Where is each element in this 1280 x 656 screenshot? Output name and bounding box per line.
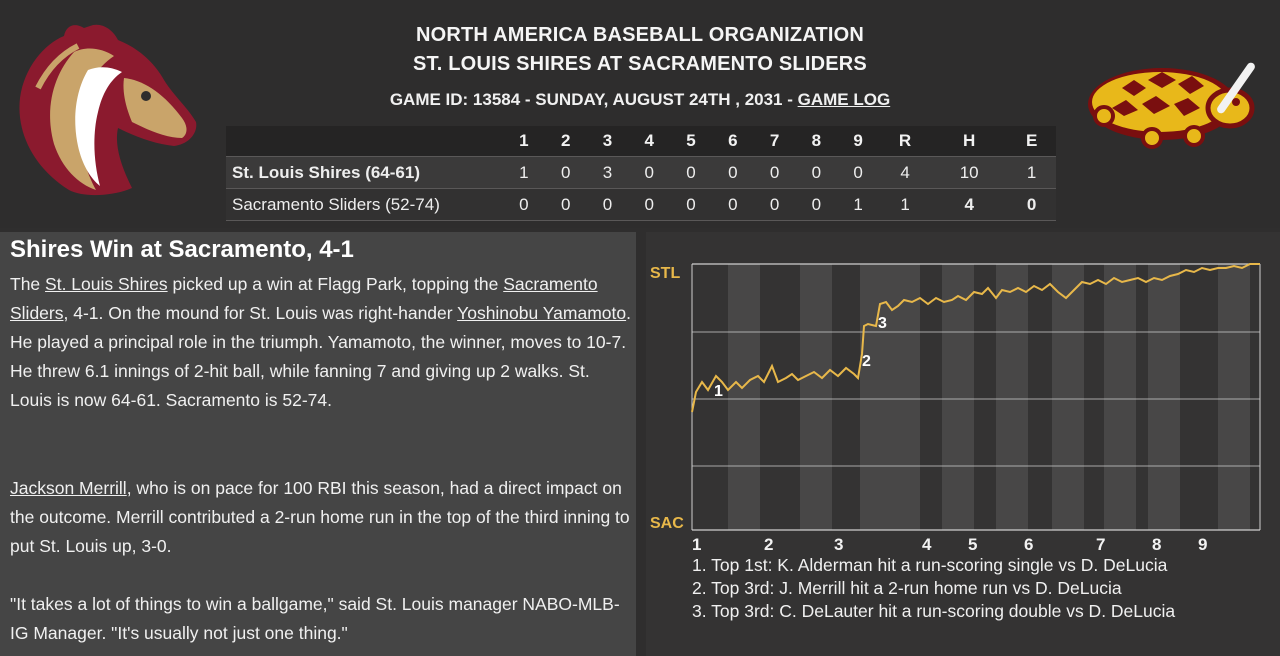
game-story-panel: Shires Win at Sacramento, 4-1 The St. Lo… <box>0 232 636 656</box>
linescore-cell: 0 <box>837 156 880 189</box>
scoring-event: 1. Top 1st: K. Alderman hit a run-scorin… <box>692 555 1168 575</box>
chart-band <box>888 264 920 530</box>
linescore-cell: 0 <box>795 156 838 189</box>
linescore-col-header: 1 <box>503 126 545 157</box>
linescore-cell: 0 <box>586 188 629 221</box>
linescore-row-home: Sacramento Sliders (52-74) 0 0 0 0 0 0 0… <box>226 188 1056 221</box>
chart-band <box>996 264 1028 530</box>
story-headline: Shires Win at Sacramento, 4-1 <box>10 236 354 263</box>
linescore-cell: 3 <box>586 156 629 189</box>
story-text: , 4-1. On the mound for St. Louis was ri… <box>63 303 458 323</box>
scoring-event: 2. Top 3rd: J. Merrill hit a 2-run home … <box>692 578 1122 598</box>
story-quote: "It takes a lot of things to win a ballg… <box>10 594 620 643</box>
story-paragraph: The St. Louis Shires picked up a win at … <box>10 270 634 415</box>
horse-head-logo-icon <box>19 24 197 196</box>
chart-band <box>1104 264 1136 530</box>
linescore-cell: 1 <box>837 188 880 221</box>
player-link-yamamoto[interactable]: Yoshinobu Yamamoto <box>457 303 627 323</box>
linescore-cell: 4 <box>879 156 932 189</box>
linescore-team-header <box>226 126 503 157</box>
linescore-cell: 0 <box>711 156 754 189</box>
win-probability-panel: STL SAC 1 2 3 1 2 3 4 5 6 7 8 9 1. Top 1st: K. Ald… <box>646 232 1280 656</box>
linescore-cell: 0 <box>628 188 671 221</box>
linescore-col-header: 5 <box>670 126 712 157</box>
linescore-col-header: 9 <box>837 126 880 157</box>
linescore-cell: 1 <box>879 188 932 221</box>
linescore-cell: 0 <box>670 156 712 189</box>
inning-label: 4 <box>922 535 932 552</box>
chart-band <box>1218 264 1250 530</box>
linescore-cell: 10 <box>931 156 1008 189</box>
linescore-col-header: R <box>879 126 932 157</box>
organization-title: NORTH AMERICA BASEBALL ORGANIZATION <box>415 24 865 46</box>
game-log-link[interactable]: GAME LOG <box>797 90 891 109</box>
linescore-col-header: H <box>931 126 1008 157</box>
chart-band <box>728 264 760 530</box>
linescore-cell: 0 <box>1007 188 1056 221</box>
game-info: GAME ID: 13584 - SUNDAY, AUGUST 24TH , 2… <box>0 90 1280 110</box>
linescore-cell: 0 <box>544 188 587 221</box>
story-text: picked up a win at Flagg Park, topping t… <box>167 274 504 294</box>
game-info-text: GAME ID: 13584 - SUNDAY, AUGUST 24TH , 2… <box>389 90 798 109</box>
story-text: , who is on pace for 100 RBI this season… <box>10 478 630 556</box>
chart-top-label: STL <box>650 265 680 282</box>
inning-label: 7 <box>1096 535 1105 552</box>
linescore-cell: 0 <box>503 188 545 221</box>
linescore-cell: 0 <box>711 188 754 221</box>
linescore-cell: 0 <box>544 156 587 189</box>
team-link-shires[interactable]: St. Louis Shires <box>45 274 168 294</box>
story-text: . He played a principal role in the triu… <box>10 303 631 410</box>
game-header: NORTH AMERICA BASEBALL ORGANIZATION ST. … <box>0 0 1280 228</box>
linescore-col-header: 8 <box>795 126 838 157</box>
chart-bottom-label: SAC <box>650 515 684 532</box>
chart-band <box>942 264 974 530</box>
win-probability-line <box>691 263 1260 413</box>
scoring-events-list: 1. Top 1st: K. Alderman hit a run-scorin… <box>692 554 1175 623</box>
linescore-col-header: 2 <box>544 126 587 157</box>
linescore-cell: 4 <box>931 188 1008 221</box>
turtle-bat-logo-icon <box>1088 62 1255 149</box>
story-paragraph: Jackson Merrill, who is on pace for 100 … <box>10 474 634 561</box>
matchup-title: ST. LOUIS SHIRES AT SACRAMENTO SLIDERS <box>413 53 867 75</box>
linescore-col-header: 7 <box>753 126 796 157</box>
inning-label: 3 <box>834 535 843 552</box>
player-link-merrill[interactable]: Jackson Merrill <box>10 478 127 498</box>
linescore-col-header: E <box>1007 126 1056 157</box>
linescore-cell: 0 <box>670 188 712 221</box>
linescore-cell: 0 <box>753 156 796 189</box>
story-text: The <box>10 274 46 294</box>
linescore-row-away: St. Louis Shires (64-61) 1 0 3 0 0 0 0 0… <box>226 156 1056 189</box>
inning-label: 2 <box>764 535 773 552</box>
chart-band <box>1052 264 1084 530</box>
linescore-cell: 0 <box>795 188 838 221</box>
linescore-cell: 1 <box>503 156 545 189</box>
linescore-cell: 0 <box>753 188 796 221</box>
linescore-team-name[interactable]: Sacramento Sliders (52-74) <box>226 188 503 221</box>
linescore-col-header: 6 <box>711 126 754 157</box>
inning-label: 8 <box>1152 535 1161 552</box>
team-link-sliders[interactable]: Sacramento Sliders <box>10 274 598 323</box>
inning-label: 5 <box>968 535 977 552</box>
win-probability-chart: STL SAC 1 2 3 1 2 3 4 5 6 7 8 9 <box>650 263 1261 552</box>
event-marker-3: 3 <box>878 315 887 332</box>
event-marker-1: 1 <box>714 383 723 400</box>
chart-band <box>800 264 832 530</box>
linescore-team-name[interactable]: St. Louis Shires (64-61) <box>226 156 503 189</box>
linescore-cell: 1 <box>1007 156 1056 189</box>
inning-label: 9 <box>1198 535 1207 552</box>
scoring-event: 3. Top 3rd: C. DeLauter hit a run-scorin… <box>692 601 1176 621</box>
inning-label: 6 <box>1024 535 1033 552</box>
linescore-table: 1 2 3 4 5 6 7 8 9 R H E St. Louis Shires… <box>226 126 1056 221</box>
linescore-col-header: 3 <box>586 126 629 157</box>
inning-label: 1 <box>692 535 701 552</box>
linescore-col-header: 4 <box>628 126 671 157</box>
linescore-header-row: 1 2 3 4 5 6 7 8 9 R H E <box>226 126 1056 157</box>
chart-band <box>860 264 892 530</box>
event-marker-2: 2 <box>862 353 871 370</box>
linescore-cell: 0 <box>628 156 671 189</box>
chart-band <box>1148 264 1180 530</box>
